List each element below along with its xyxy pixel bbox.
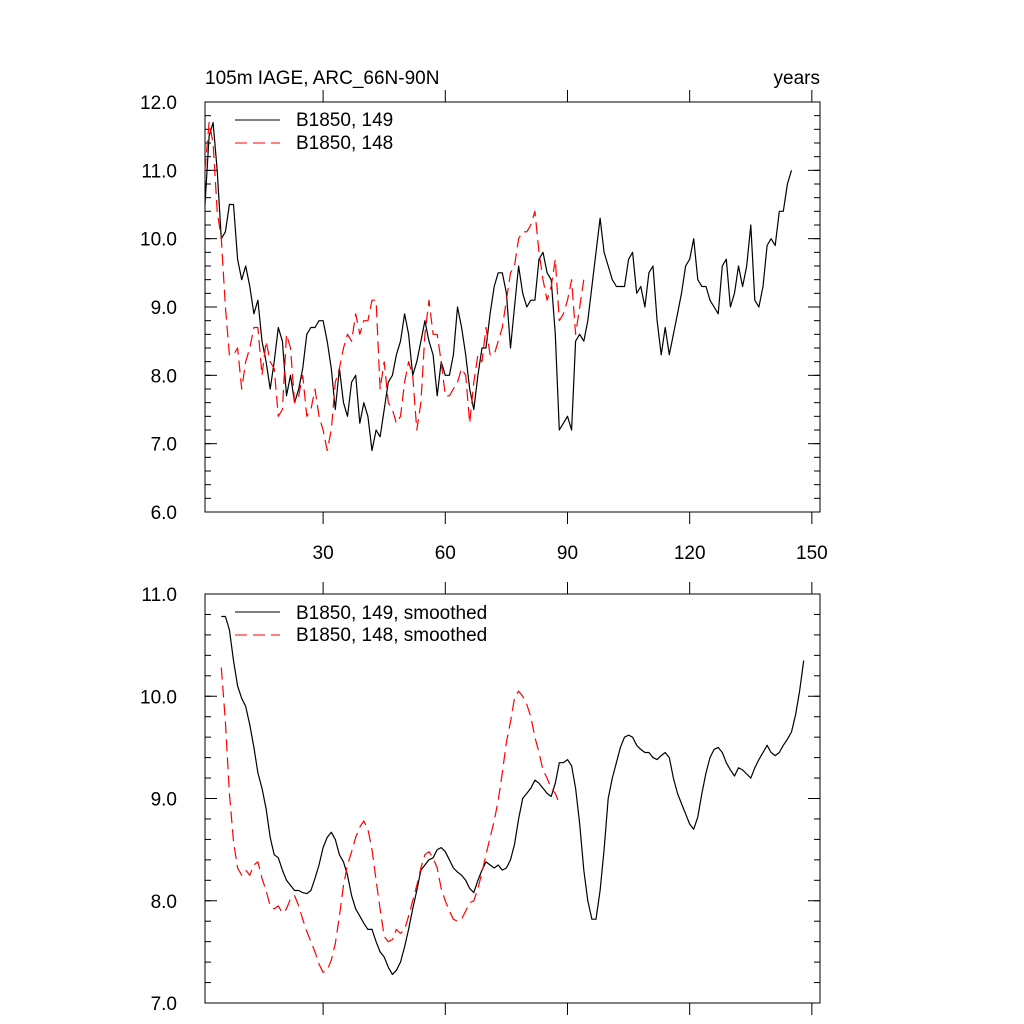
x-tick-label: 90 — [557, 543, 578, 564]
legend-label-149-smoothed: B1850, 149, smoothed — [296, 603, 487, 624]
y-tick-label: 8.0 — [151, 892, 177, 913]
series-line-0 — [221, 615, 805, 976]
y-tick-label: 8.0 — [151, 366, 177, 387]
legend: B1850, 149 B1850, 148 — [235, 110, 393, 154]
series-group — [204, 121, 793, 452]
panel-title-left: 105m IAGE, ARC_66N-90N — [205, 68, 439, 89]
series-line-1 — [220, 667, 560, 973]
y-tick-label: 7.0 — [151, 994, 177, 1015]
tick-group: 6.0 7.0 8.0 9.0 10.0 11.0 12.0 30 60 90 120 150 — [140, 90, 828, 564]
series-line-1 — [204, 121, 585, 452]
tick-group: 7.0 8.0 9.0 10.0 11.0 — [140, 582, 820, 1015]
y-tick-label: 6.0 — [151, 503, 177, 524]
legend-label-148-smoothed: B1850, 148, smoothed — [296, 625, 487, 646]
legend-label-148: B1850, 148 — [296, 133, 393, 154]
y-tick-label: 11.0 — [141, 585, 177, 606]
panel-raw: 105m IAGE, ARC_66N-90N years 6.0 7.0 8.0 9.… — [140, 68, 828, 564]
y-tick-label: 10.0 — [140, 230, 177, 251]
plot-frame — [204, 593, 821, 1004]
y-tick-label: 10.0 — [140, 687, 177, 708]
x-tick-label: 150 — [796, 543, 828, 564]
x-tick-label: 30 — [313, 543, 334, 564]
x-tick-label: 120 — [674, 543, 706, 564]
legend: B1850, 149, smoothed B1850, 148, smoothe… — [235, 603, 487, 646]
series-line-0 — [204, 121, 793, 452]
plot-frame — [204, 101, 821, 513]
series-group — [220, 615, 805, 976]
panel-title-right: years — [774, 68, 820, 89]
y-tick-label: 11.0 — [141, 161, 177, 182]
y-tick-label: 9.0 — [151, 298, 177, 319]
panel-smoothed: 7.0 8.0 9.0 10.0 11.0 B1850, 149, smoothed B… — [140, 582, 821, 1015]
legend-label-149: B1850, 149 — [296, 110, 393, 131]
x-tick-label: 60 — [435, 543, 456, 564]
y-tick-label: 9.0 — [151, 790, 177, 811]
y-tick-label: 7.0 — [151, 435, 177, 456]
y-tick-label: 12.0 — [140, 93, 177, 114]
